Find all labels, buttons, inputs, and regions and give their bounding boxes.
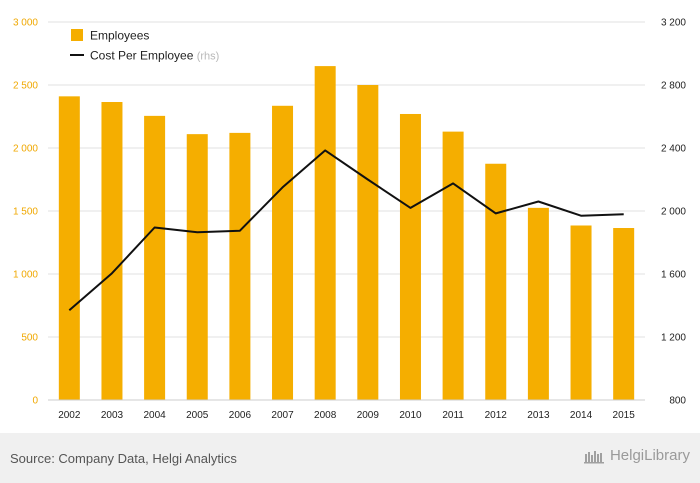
library-icon [583,450,604,463]
y-left-tick-label: 1 000 [13,270,38,281]
x-tick-label: 2005 [186,410,209,421]
bar-employees[interactable] [58,96,80,400]
y-right-tick-label: 3 200 [661,18,686,29]
source-text: Source: Company Data, Helgi Analytics [10,451,237,466]
y-right-tick-label: 2 400 [661,144,686,155]
y-left-tick-label: 500 [21,333,38,344]
y-left-tick-label: 3 000 [13,18,38,29]
bar-employees[interactable] [186,134,208,400]
x-tick-label: 2011 [442,410,464,421]
bar-employees[interactable] [357,85,379,400]
x-tick-label: 2008 [314,410,337,421]
x-tick-label: 2012 [485,410,508,421]
x-tick-label: 2009 [357,410,380,421]
bar-employees[interactable] [442,131,464,400]
y-left-tick-label: 1 500 [13,207,38,218]
x-tick-label: 2003 [101,410,124,421]
x-tick-label: 2013 [527,410,550,421]
legend-label-cost: Cost Per Employee (rhs) [90,49,219,63]
legend-label-employees: Employees [90,29,149,43]
line-cost-per-employee[interactable] [68,149,624,311]
x-tick-label: 2015 [613,410,636,421]
x-tick-label: 2010 [399,410,422,421]
bar-employees[interactable] [485,163,507,400]
bar-employees[interactable] [613,228,635,400]
x-tick-label: 2002 [58,410,81,421]
x-tick-label: 2004 [143,410,166,421]
brand-logo[interactable]: HelgiLibrary [583,447,690,464]
footer: Source: Company Data, Helgi Analytics He… [0,433,700,483]
bar-employees[interactable] [399,113,421,400]
y-left-tick-label: 2 500 [13,81,38,92]
legend-suffix-rhs: (rhs) [197,51,220,63]
bar-employees[interactable] [527,207,549,400]
bar-employees[interactable] [272,105,294,400]
brand-name: HelgiLibrary [609,447,690,464]
x-tick-label: 2006 [229,410,252,421]
y-right-tick-label: 2 800 [661,81,686,92]
bar-employees[interactable] [144,115,166,401]
legend-swatch-employees [71,29,83,41]
y-right-tick-label: 1 200 [661,333,686,344]
chart-svg: 0 500 1 000 1 500 2 000 2 500 3 000 800 1 200 1 6… [13,18,686,422]
bar-employees[interactable] [570,225,592,400]
y-right-tick-label: 1 600 [661,270,686,281]
bar-employees[interactable] [314,66,336,400]
y-left-tick-label: 2 000 [13,144,38,155]
y-left-tick-label: 0 [32,396,38,407]
x-tick-label: 2007 [271,410,294,421]
x-tick-label: 2014 [570,410,593,421]
y-right-tick-label: 800 [669,396,686,407]
y-right-tick-label: 2 000 [661,207,686,218]
bar-employees[interactable] [101,102,123,400]
bar-employees[interactable] [229,132,251,400]
